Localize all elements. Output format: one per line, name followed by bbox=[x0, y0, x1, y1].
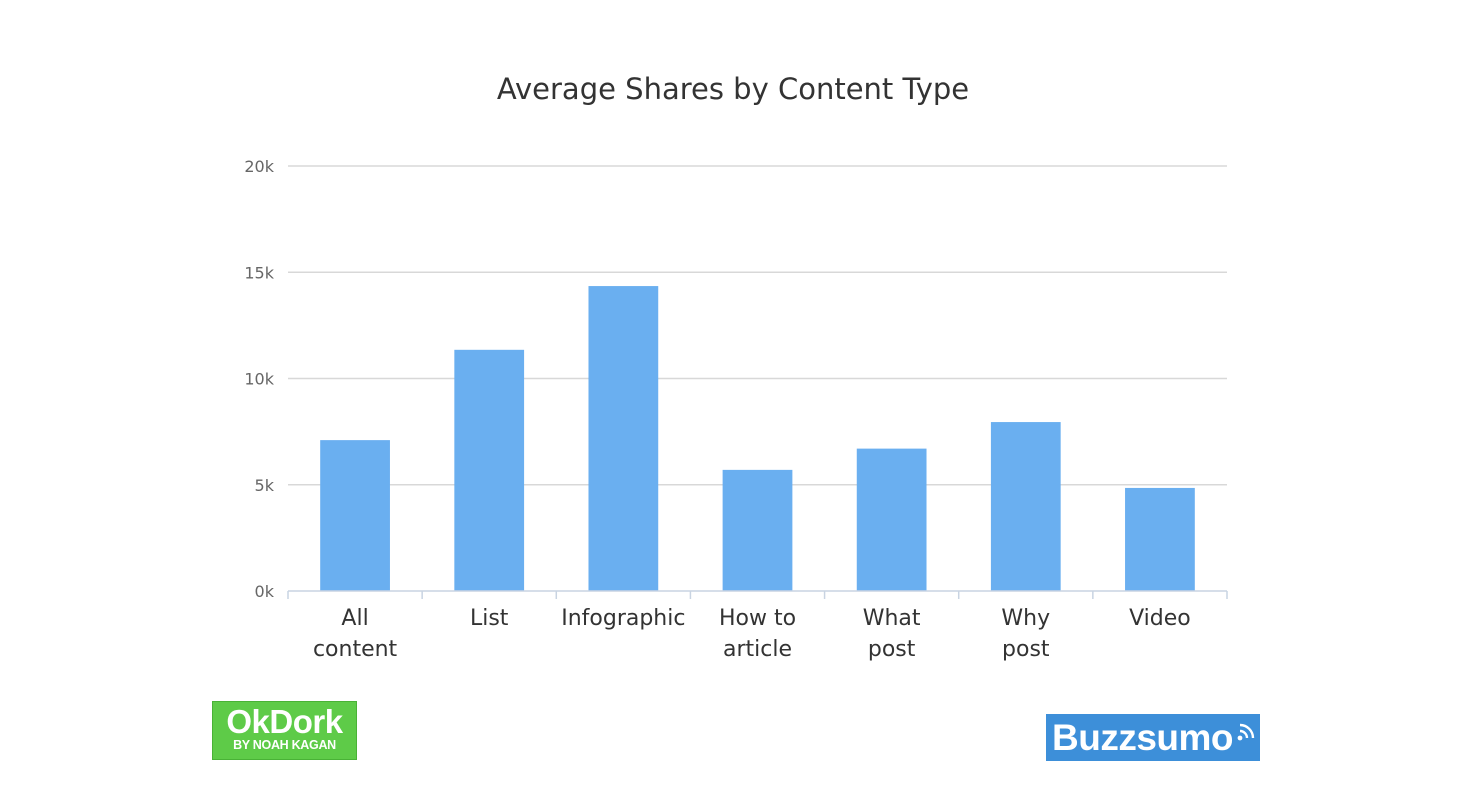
bar bbox=[1125, 487, 1195, 591]
okdork-logo-subtitle: BY NOAH KAGAN bbox=[233, 738, 336, 752]
bar-chart: 0k 5k 10k 15k 20k All content List Infographic H… bbox=[244, 157, 1228, 662]
buzzsumo-logo: Buzzsumo bbox=[1046, 714, 1260, 761]
x-tick-label: List bbox=[470, 606, 509, 631]
gridlines bbox=[288, 165, 1227, 486]
x-tick-label: What bbox=[863, 606, 921, 631]
x-tick-label: All bbox=[341, 606, 368, 631]
y-tick-label: 5k bbox=[255, 476, 275, 495]
bar bbox=[990, 422, 1061, 591]
x-tick-labels: All content List Infographic How to article Wh… bbox=[313, 606, 1191, 662]
okdork-logo-brand: OkDork bbox=[226, 703, 343, 740]
x-axis bbox=[287, 590, 1228, 599]
x-tick-label: post bbox=[1002, 637, 1050, 662]
buzzsumo-logo-brand: Buzzsumo bbox=[1052, 717, 1234, 758]
bar bbox=[856, 448, 927, 591]
bars bbox=[320, 286, 1195, 591]
bar bbox=[722, 469, 793, 591]
chart-title: Average Shares by Content Type bbox=[496, 72, 970, 106]
bar bbox=[454, 349, 525, 591]
x-tick-label: content bbox=[313, 637, 398, 662]
y-tick-label: 0k bbox=[255, 582, 275, 601]
okdork-logo: OkDork BY NOAH KAGAN bbox=[212, 701, 357, 760]
y-tick-label: 10k bbox=[244, 370, 274, 389]
x-tick-label: Infographic bbox=[561, 606, 685, 631]
x-tick-label: Why bbox=[1001, 606, 1050, 631]
x-tick-label: Video bbox=[1129, 606, 1191, 631]
y-tick-label: 15k bbox=[244, 263, 274, 282]
signal-icon bbox=[1237, 723, 1255, 741]
x-tick-label: How to bbox=[719, 606, 796, 631]
bar bbox=[588, 286, 659, 591]
bar bbox=[320, 440, 390, 591]
y-tick-labels: 0k 5k 10k 15k 20k bbox=[244, 157, 274, 601]
x-tick-label: post bbox=[868, 637, 916, 662]
y-tick-label: 20k bbox=[244, 157, 274, 176]
x-tick-label: article bbox=[723, 637, 792, 662]
